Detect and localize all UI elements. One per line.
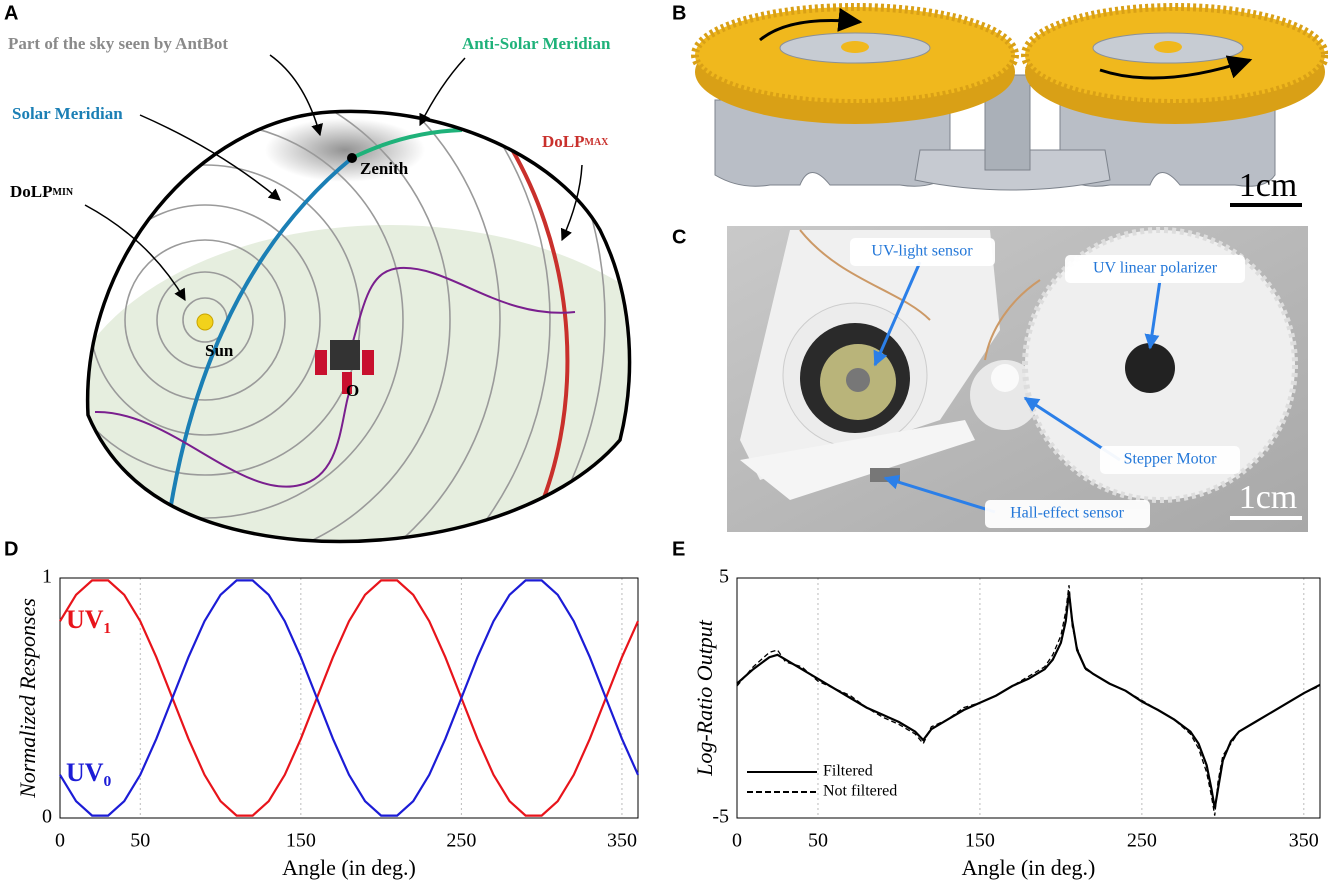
panel-letter: E xyxy=(672,538,685,560)
plot-frame xyxy=(736,577,1321,819)
label: Zenith xyxy=(360,159,409,178)
label: DoLP xyxy=(10,182,53,201)
series-label: UV₁ xyxy=(66,605,111,634)
label: MAX xyxy=(585,137,610,148)
label: Sun xyxy=(205,341,234,360)
label: Hall-effect sensor xyxy=(1010,505,1125,522)
x-tick-label: 150 xyxy=(286,830,316,852)
x-tick-label: 0 xyxy=(55,830,65,852)
x-axis-label: Angle (in deg.) xyxy=(962,855,1096,880)
data-line xyxy=(59,579,640,817)
panel-letter: B xyxy=(672,2,686,24)
y-tick-label: 1 xyxy=(42,566,52,588)
x-tick-label: 350 xyxy=(607,830,637,852)
series-label: UV₀ xyxy=(66,758,112,787)
label: O xyxy=(346,381,359,400)
panel-b: B 1cm xyxy=(672,2,1328,207)
data-line xyxy=(736,592,1321,809)
panel-letter: D xyxy=(4,538,18,560)
label: Solar Meridian xyxy=(12,104,123,123)
label: UV-light sensor xyxy=(871,243,973,260)
x-tick-label: 250 xyxy=(446,830,476,852)
robot xyxy=(315,340,374,394)
scale-label: 1cm xyxy=(1239,479,1298,516)
x-tick-label: 50 xyxy=(130,830,150,852)
label: UV linear polarizer xyxy=(1093,260,1218,277)
x-tick-label: 150 xyxy=(965,830,995,852)
legend-label: Not filtered xyxy=(823,783,897,800)
y-axis-label: Log-Ratio Output xyxy=(692,619,717,777)
label: Stepper Motor xyxy=(1124,451,1218,468)
data-line xyxy=(59,579,640,817)
x-axis-label: Angle (in deg.) xyxy=(282,855,416,880)
plot-frame xyxy=(59,577,639,819)
panel-c: C UV-light sensor UV linear polarizer St… xyxy=(672,226,1308,532)
label: DoLP xyxy=(542,132,585,151)
panel-a: A Part of the sky seen by AntBot Anti-So… xyxy=(4,2,632,544)
scale-label: 1cm xyxy=(1239,167,1298,204)
label: Anti-Solar Meridian xyxy=(462,34,611,53)
data-line xyxy=(736,585,1321,816)
y-axis-label: Normalized Responses xyxy=(15,598,40,799)
label: MIN xyxy=(53,187,74,198)
label: DoLPMAX xyxy=(542,132,609,151)
x-tick-label: 250 xyxy=(1127,830,1157,852)
x-tick-label: 0 xyxy=(732,830,742,852)
x-tick-label: 50 xyxy=(808,830,828,852)
label: DoLPMIN xyxy=(10,182,74,201)
y-tick-label: 5 xyxy=(719,566,729,588)
legend-label: Filtered xyxy=(823,763,873,780)
y-tick-label: 0 xyxy=(42,806,52,828)
x-tick-label: 350 xyxy=(1289,830,1319,852)
y-tick-label: -5 xyxy=(712,806,729,828)
panel-letter: A xyxy=(4,2,18,24)
panel-letter: C xyxy=(672,226,686,248)
label: Part of the sky seen by AntBot xyxy=(8,34,228,53)
